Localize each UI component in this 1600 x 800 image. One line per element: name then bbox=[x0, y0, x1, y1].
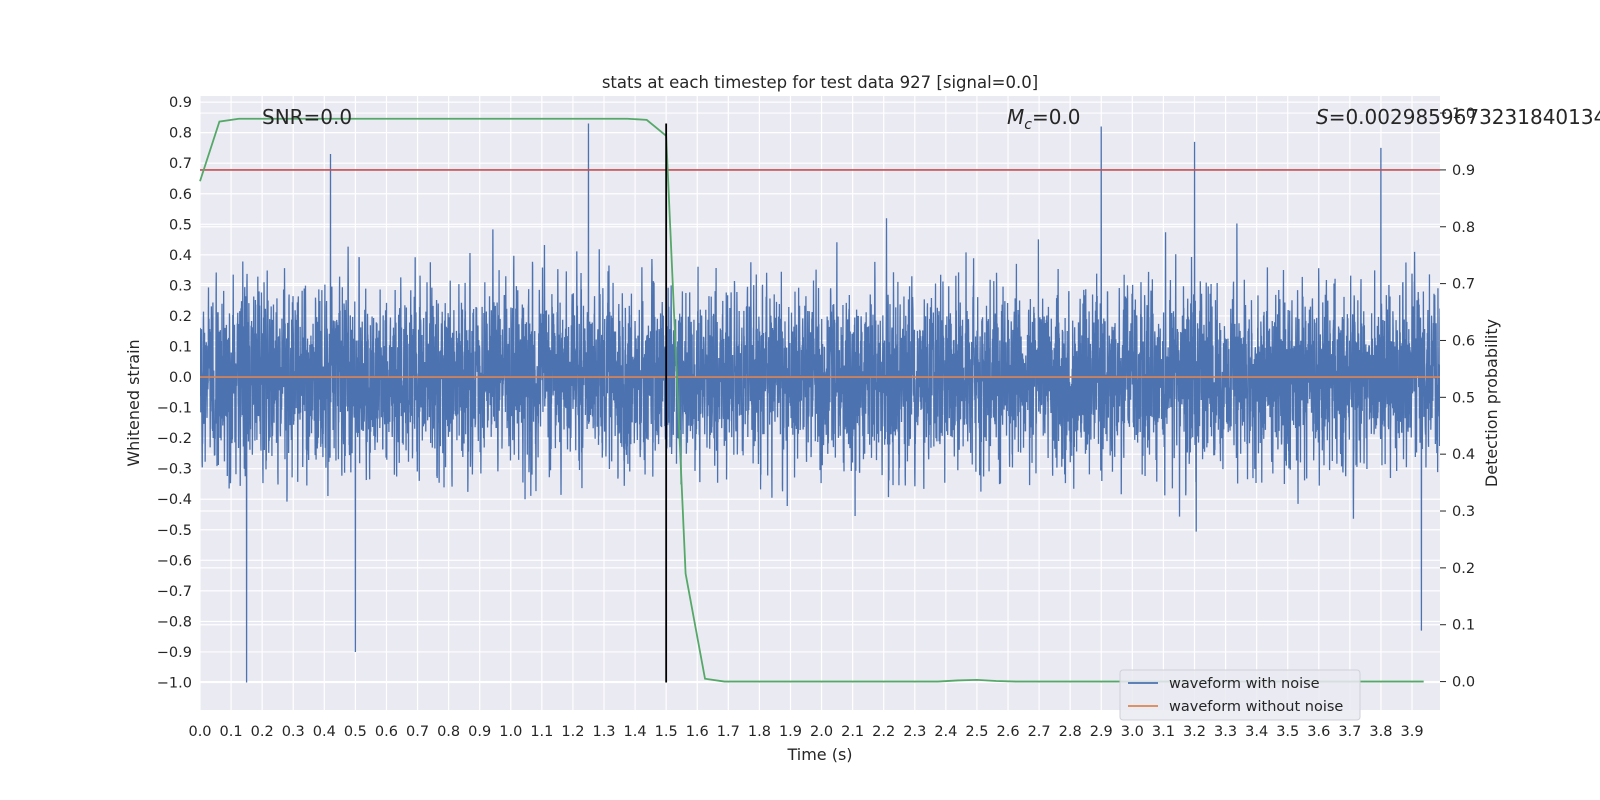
y2-tick-label: 0.0 bbox=[1452, 675, 1475, 691]
snr-annotation: SNR=0.0 bbox=[262, 105, 352, 129]
x-tick-label: 0.7 bbox=[406, 724, 429, 740]
x-tick-label: 2.7 bbox=[1028, 724, 1051, 740]
x-ticks: 0.0 0.1 0.2 0.3 0.4 0.5 0.6 0.7 0.8 0.9 1.0 1.1 1.2 1… bbox=[188, 724, 1423, 740]
legend: waveform with noise waveform without noi… bbox=[1119, 669, 1361, 721]
x-tick-label: 2.3 bbox=[903, 724, 926, 740]
y2-tick-label: 0.4 bbox=[1452, 447, 1475, 463]
chart-title: stats at each timestep for test data 927… bbox=[602, 73, 1038, 92]
x-tick-label: 1.0 bbox=[499, 724, 522, 740]
y-tick-label: 0.0 bbox=[169, 370, 192, 386]
y-tick-label: −0.1 bbox=[157, 401, 192, 417]
x-tick-label: 3.6 bbox=[1307, 724, 1330, 740]
y2-ticks: 1.0 0.9 0.8 0.7 0.6 0.5 0.4 0.3 0.2 0.1 0.0 bbox=[1440, 106, 1475, 691]
y2-axis-label: Detection probability bbox=[1482, 319, 1501, 487]
y2-tick-label: 0.3 bbox=[1452, 504, 1475, 520]
x-tick-label: 3.8 bbox=[1369, 724, 1392, 740]
y2-tick-label: 0.5 bbox=[1452, 390, 1475, 406]
y-axis-label: Whitened strain bbox=[124, 339, 143, 466]
y-tick-label: −0.4 bbox=[157, 492, 192, 508]
x-tick-label: 3.2 bbox=[1183, 724, 1206, 740]
x-tick-label: 2.0 bbox=[810, 724, 833, 740]
x-tick-label: 1.7 bbox=[717, 724, 740, 740]
x-tick-label: 0.9 bbox=[468, 724, 491, 740]
x-tick-label: 2.5 bbox=[965, 724, 988, 740]
x-tick-label: 1.5 bbox=[655, 724, 678, 740]
y-tick-label: 0.6 bbox=[169, 187, 192, 203]
x-tick-label: 2.6 bbox=[996, 724, 1019, 740]
x-tick-label: 0.2 bbox=[251, 724, 274, 740]
y-tick-label: −0.7 bbox=[157, 584, 192, 600]
legend-label-clean: waveform without noise bbox=[1169, 699, 1343, 715]
y-tick-label: 0.3 bbox=[169, 278, 192, 294]
x-tick-label: 1.4 bbox=[624, 724, 647, 740]
x-tick-label: 2.8 bbox=[1059, 724, 1082, 740]
y2-tick-label: 0.7 bbox=[1452, 277, 1475, 293]
x-tick-label: 1.9 bbox=[779, 724, 802, 740]
y2-tick-label: 0.9 bbox=[1452, 163, 1475, 179]
y-tick-label: 0.9 bbox=[169, 95, 192, 111]
y2-tick-label: 0.2 bbox=[1452, 561, 1475, 577]
x-tick-label: 1.2 bbox=[561, 724, 584, 740]
x-tick-label: 3.4 bbox=[1245, 724, 1268, 740]
x-tick-label: 1.3 bbox=[592, 724, 615, 740]
x-axis-label: Time (s) bbox=[786, 745, 852, 764]
x-tick-label: 0.1 bbox=[220, 724, 243, 740]
x-tick-label: 2.2 bbox=[872, 724, 895, 740]
x-tick-label: 0.3 bbox=[282, 724, 305, 740]
y-tick-label: −0.8 bbox=[157, 614, 192, 630]
x-tick-label: 0.5 bbox=[344, 724, 367, 740]
y2-tick-label: 1.0 bbox=[1452, 106, 1475, 122]
x-tick-label: 0.0 bbox=[188, 724, 211, 740]
y-tick-label: −1.0 bbox=[157, 676, 192, 692]
x-tick-label: 0.6 bbox=[375, 724, 398, 740]
legend-label-noise: waveform with noise bbox=[1169, 676, 1320, 692]
y-tick-label: 0.2 bbox=[169, 309, 192, 325]
legend-box bbox=[1119, 669, 1361, 721]
x-tick-label: 3.0 bbox=[1121, 724, 1144, 740]
x-tick-label: 3.3 bbox=[1214, 724, 1237, 740]
y-ticks: 0.9 0.8 0.7 0.6 0.5 0.4 0.3 0.2 0.1 0.0 −0.1 −0.2 −0… bbox=[157, 95, 192, 691]
y-tick-label: −0.5 bbox=[157, 523, 192, 539]
x-tick-label: 1.8 bbox=[748, 724, 771, 740]
x-tick-label: 0.8 bbox=[437, 724, 460, 740]
waveform-with-noise-line bbox=[200, 123, 1440, 683]
x-tick-label: 3.1 bbox=[1152, 724, 1175, 740]
y-tick-label: 0.1 bbox=[169, 339, 192, 355]
y-tick-label: 0.4 bbox=[169, 248, 192, 264]
x-tick-label: 3.7 bbox=[1338, 724, 1361, 740]
x-tick-label: 2.4 bbox=[934, 724, 957, 740]
mc-subscript: c bbox=[1024, 117, 1032, 133]
waveform-with-noise-path bbox=[200, 123, 1440, 683]
chirp-mass-annotation: Mc=0.0 bbox=[1007, 105, 1081, 133]
s-symbol: S bbox=[1316, 105, 1329, 129]
y2-tick-label: 0.8 bbox=[1452, 220, 1475, 236]
y-tick-label: −0.9 bbox=[157, 645, 192, 661]
y-tick-label: 0.7 bbox=[169, 156, 192, 172]
y-tick-label: −0.2 bbox=[157, 431, 192, 447]
x-tick-label: 1.6 bbox=[686, 724, 709, 740]
s-annotation: S=0.0029859673231840134 bbox=[1316, 105, 1600, 129]
mc-symbol: M bbox=[1007, 105, 1024, 129]
y2-tick-label: 0.6 bbox=[1452, 333, 1475, 349]
x-tick-label: 0.4 bbox=[313, 724, 336, 740]
y2-tick-label: 0.1 bbox=[1452, 618, 1475, 634]
x-tick-label: 2.1 bbox=[841, 724, 864, 740]
y-tick-label: −0.6 bbox=[157, 553, 192, 569]
mc-value: =0.0 bbox=[1032, 105, 1081, 129]
x-tick-label: 2.9 bbox=[1090, 724, 1113, 740]
y-tick-label: 0.5 bbox=[169, 217, 192, 233]
y-tick-label: 0.8 bbox=[169, 126, 192, 142]
x-tick-label: 3.5 bbox=[1276, 724, 1299, 740]
s-value: =0.0029859673231840134 bbox=[1329, 105, 1600, 129]
x-tick-label: 3.9 bbox=[1400, 724, 1423, 740]
x-tick-label: 1.1 bbox=[530, 724, 553, 740]
y-tick-label: −0.3 bbox=[157, 462, 192, 478]
